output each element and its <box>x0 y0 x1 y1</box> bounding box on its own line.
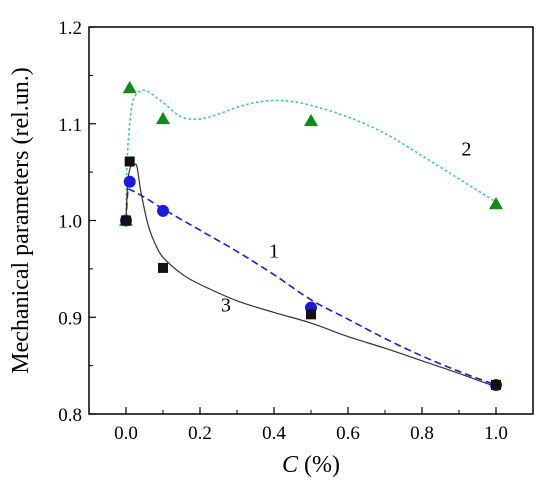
curve-label-3: 3 <box>221 294 231 316</box>
x-axis-title-unit: (%) <box>298 452 340 478</box>
triangle-marker <box>304 113 318 127</box>
fit-curve-2 <box>125 89 497 221</box>
circle-marker <box>157 204 169 217</box>
triangle-marker <box>156 111 170 125</box>
y-tick-label: 1.1 <box>58 115 82 136</box>
x-tick-label: 0.0 <box>114 423 138 444</box>
y-axis: 0.8 0.9 1.0 1.1 1.2 <box>58 18 96 426</box>
y-axis-title: Mechanical parameters (rel.un.) <box>8 67 34 374</box>
y-tick-label: 0.9 <box>58 308 82 329</box>
curve-labels: 1 2 3 <box>221 139 472 317</box>
x-axis: 0.0 0.2 0.4 0.6 0.8 1.0 <box>88 407 534 444</box>
curve-label-1: 1 <box>269 240 279 262</box>
square-marker <box>491 379 501 390</box>
triangle-marker <box>122 80 137 94</box>
fit-curve-3 <box>125 163 497 388</box>
square-marker <box>306 309 316 320</box>
curve-label-2: 2 <box>461 139 471 161</box>
x-tick-label: 0.8 <box>410 423 434 444</box>
y-tick-label: 0.8 <box>58 405 82 426</box>
x-tick-label: 0.4 <box>262 423 286 444</box>
y-tick-label: 1.2 <box>58 18 82 39</box>
x-tick-label: 1.0 <box>484 423 508 444</box>
x-tick-label: 0.2 <box>188 423 212 444</box>
triangle-marker <box>489 197 503 210</box>
x-tick-label: 0.6 <box>336 423 360 444</box>
y-tick-label: 1.0 <box>58 212 82 233</box>
square-marker <box>124 156 135 167</box>
circle-marker <box>123 175 136 188</box>
fit-curves <box>125 89 497 388</box>
plot-frame <box>88 26 534 415</box>
x-axis-title: C (%) <box>282 452 340 478</box>
square-marker <box>158 262 168 273</box>
x-axis-title-variable: C <box>282 452 299 478</box>
data-markers <box>119 80 503 391</box>
fit-curve-1 <box>125 187 497 386</box>
square-marker <box>121 215 131 226</box>
